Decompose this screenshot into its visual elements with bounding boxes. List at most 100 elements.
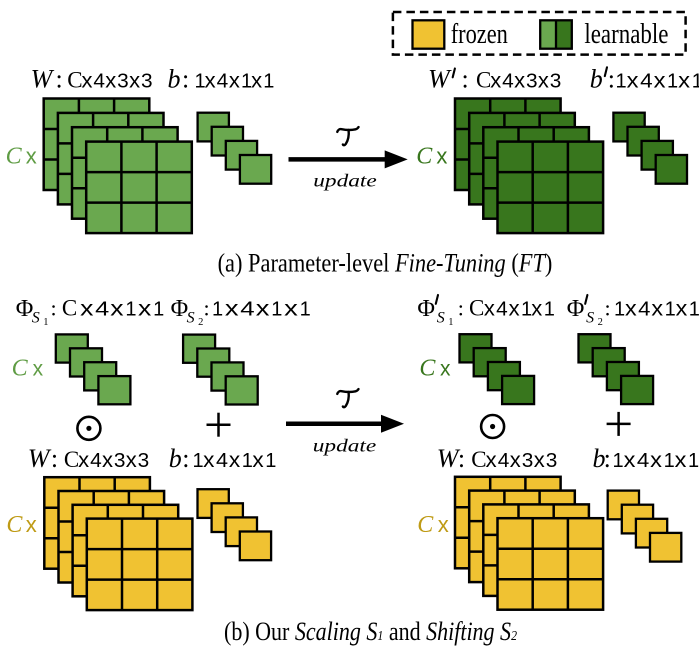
svg-text:C: C: [419, 356, 436, 382]
svg-text:b: b: [168, 65, 181, 94]
svg-text::: :: [605, 296, 611, 321]
svg-text:4: 4: [217, 71, 229, 93]
svg-text:S: S: [32, 309, 40, 326]
svg-text:1: 1: [667, 71, 678, 93]
svg-text:1: 1: [193, 450, 204, 472]
svg-text::: :: [204, 296, 210, 321]
svg-text:3: 3: [117, 71, 129, 93]
svg-text:3: 3: [546, 450, 558, 472]
svg-text:1: 1: [664, 450, 675, 472]
svg-text:x: x: [82, 70, 94, 93]
svg-text:x: x: [126, 449, 138, 472]
svg-text:Φ: Φ: [567, 296, 585, 322]
svg-text:x: x: [490, 70, 502, 93]
svg-text::: :: [462, 65, 469, 94]
svg-text:C: C: [12, 356, 29, 382]
svg-text::: :: [604, 444, 611, 473]
svg-text:C: C: [64, 447, 79, 472]
svg-text:x: x: [534, 449, 546, 472]
svg-text:W: W: [31, 65, 55, 94]
svg-text:2: 2: [198, 317, 203, 328]
svg-text::: :: [51, 296, 57, 321]
svg-text:1: 1: [195, 71, 206, 93]
svg-text:4: 4: [638, 299, 650, 321]
svg-text:4: 4: [216, 450, 228, 472]
svg-text:x: x: [129, 70, 141, 93]
svg-text:3: 3: [526, 71, 538, 93]
svg-text:4: 4: [640, 71, 653, 93]
svg-text:x: x: [531, 298, 543, 321]
svg-text:4: 4: [498, 450, 510, 472]
svg-text:1: 1: [521, 299, 532, 321]
svg-text:1: 1: [614, 299, 625, 321]
svg-text:C: C: [469, 296, 484, 321]
svg-text:C: C: [62, 296, 77, 321]
svg-text:x: x: [436, 143, 447, 168]
svg-text:x: x: [676, 298, 688, 321]
svg-text:update: update: [313, 435, 377, 455]
svg-text:1: 1: [688, 450, 699, 472]
svg-text:b: b: [169, 444, 182, 473]
svg-text:3: 3: [550, 71, 562, 93]
svg-text:(a) Parameter-level Fine-Tunin: (a) Parameter-level Fine-Tuning (FT): [218, 249, 553, 278]
svg-text:4: 4: [240, 299, 254, 321]
svg-text:x: x: [651, 298, 663, 321]
svg-text:x: x: [102, 449, 114, 472]
svg-text:x: x: [627, 70, 639, 93]
svg-text:x: x: [33, 358, 44, 381]
svg-text:x: x: [256, 298, 270, 321]
svg-text:1: 1: [242, 450, 253, 472]
svg-text:3: 3: [114, 450, 126, 472]
svg-text:x: x: [203, 449, 215, 472]
svg-text:1: 1: [300, 299, 311, 321]
svg-text:x: x: [484, 298, 496, 321]
svg-text:Φ: Φ: [171, 296, 189, 322]
svg-text:C: C: [416, 143, 433, 169]
svg-text:x: x: [625, 298, 637, 321]
svg-text::: :: [182, 444, 189, 473]
svg-text:x: x: [538, 70, 550, 93]
svg-text::: :: [51, 444, 58, 473]
svg-text:3: 3: [141, 71, 153, 93]
svg-text:1: 1: [212, 299, 223, 321]
svg-text:1: 1: [43, 317, 48, 328]
svg-text:x: x: [105, 70, 117, 93]
svg-text:1: 1: [665, 299, 676, 321]
svg-text:4: 4: [637, 450, 649, 472]
svg-text:1: 1: [616, 71, 627, 93]
svg-text:1: 1: [241, 71, 252, 93]
svg-text:W: W: [437, 444, 461, 473]
svg-text:x: x: [509, 298, 521, 321]
svg-text:x: x: [138, 298, 152, 321]
svg-text:b: b: [593, 444, 606, 473]
svg-text:4: 4: [95, 299, 109, 321]
svg-text:x: x: [110, 298, 124, 321]
svg-text:b: b: [590, 65, 603, 94]
svg-text:W: W: [28, 444, 52, 473]
svg-text:1: 1: [448, 317, 453, 328]
svg-text:1: 1: [125, 299, 136, 321]
svg-text:x: x: [229, 70, 241, 93]
svg-text:C: C: [471, 447, 486, 472]
svg-text:x: x: [440, 358, 451, 381]
svg-text:Φ: Φ: [16, 296, 34, 322]
svg-text:S: S: [187, 309, 195, 326]
svg-text:1: 1: [544, 299, 555, 321]
svg-text:x: x: [675, 449, 687, 472]
svg-text:x: x: [252, 449, 264, 472]
svg-text:1: 1: [692, 71, 699, 93]
svg-text:4: 4: [93, 71, 105, 93]
svg-text:x: x: [486, 449, 498, 472]
svg-text:Φ: Φ: [417, 296, 435, 322]
svg-text:C: C: [6, 512, 23, 538]
svg-text:x: x: [678, 70, 690, 93]
svg-text:1: 1: [263, 71, 274, 93]
svg-text:4: 4: [502, 71, 514, 93]
svg-text:x: x: [284, 298, 298, 321]
svg-text::: :: [608, 65, 615, 94]
svg-text:S: S: [437, 309, 445, 326]
svg-text:C: C: [67, 68, 82, 93]
svg-text:1: 1: [265, 450, 276, 472]
svg-text:C: C: [6, 143, 23, 169]
svg-text:2: 2: [598, 317, 603, 328]
